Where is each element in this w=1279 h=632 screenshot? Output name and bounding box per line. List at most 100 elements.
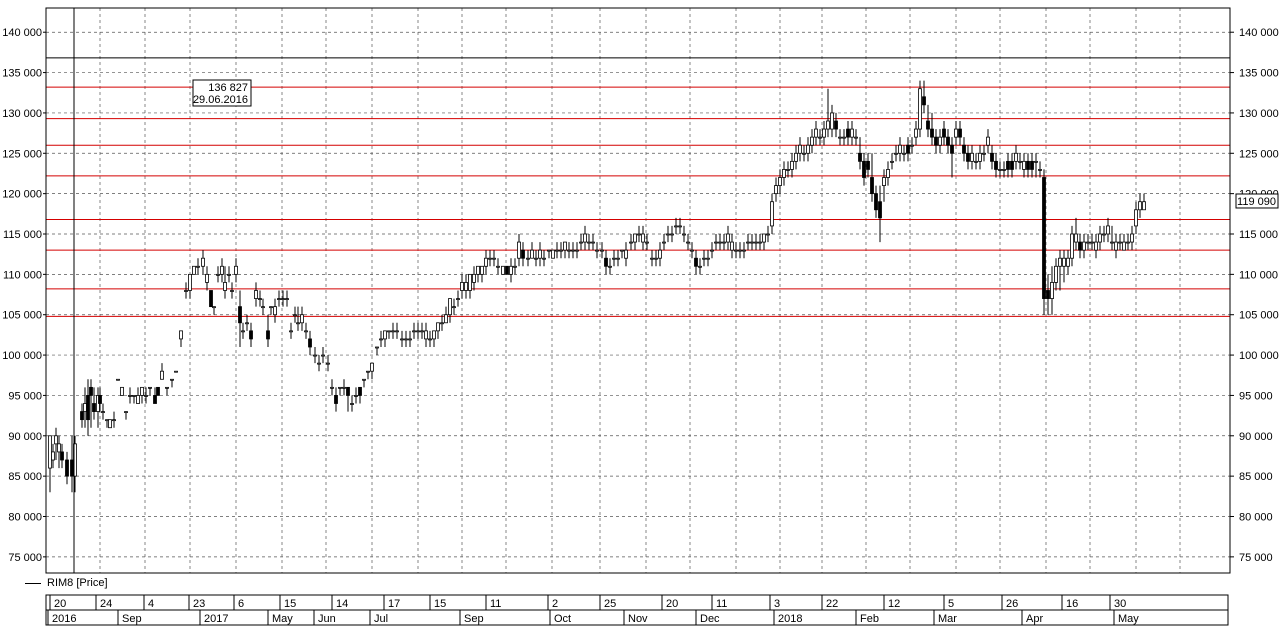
candle <box>1102 225 1106 243</box>
candle <box>132 395 136 404</box>
candle-body <box>686 241 690 244</box>
candle-body <box>726 233 730 243</box>
candle <box>492 250 496 267</box>
candle <box>205 266 209 291</box>
candle <box>116 378 120 381</box>
x-tick-label: 5 <box>948 598 954 610</box>
candle-body <box>542 257 546 260</box>
candle <box>1050 266 1054 315</box>
candle-body <box>1046 290 1050 299</box>
candle <box>1098 225 1102 251</box>
candle-body <box>922 96 926 106</box>
candle-body <box>70 459 74 477</box>
x-tick-label: 3 <box>774 598 780 610</box>
candle <box>98 387 102 412</box>
candle-body <box>383 330 387 340</box>
candle <box>742 242 746 259</box>
candle-body <box>505 265 509 275</box>
candle-body <box>978 152 982 162</box>
candle-body <box>281 298 285 300</box>
candle <box>1054 258 1058 291</box>
candle-body <box>83 403 87 412</box>
candle-body <box>802 152 806 155</box>
candle-body <box>144 395 148 397</box>
candle-body <box>108 419 112 429</box>
candle <box>982 145 986 162</box>
candle-body <box>488 257 492 260</box>
candle <box>882 169 886 202</box>
candle <box>383 330 387 347</box>
y-tick-label-right: 115 000 <box>1239 229 1278 241</box>
candle-body <box>472 273 476 283</box>
candle-body <box>484 257 488 267</box>
candle-body <box>428 338 432 341</box>
candle-body <box>575 249 579 252</box>
candle <box>690 242 694 259</box>
candle <box>1018 153 1022 170</box>
candle-body <box>362 378 366 381</box>
candle-body <box>86 395 90 421</box>
candle-body <box>1086 241 1090 244</box>
candle <box>914 121 918 146</box>
candle <box>954 121 958 146</box>
candle-body <box>444 314 448 324</box>
x-tick-label: 2 <box>552 598 558 610</box>
candle <box>1114 234 1118 259</box>
x-tick-label: 22 <box>826 598 838 610</box>
candle <box>1086 234 1090 251</box>
y-tick-label-left: 115 000 <box>3 229 42 241</box>
candle <box>624 242 628 267</box>
candle <box>448 298 452 323</box>
candle <box>362 378 366 388</box>
candle <box>505 265 509 275</box>
candle <box>998 161 1002 178</box>
candle <box>80 403 84 428</box>
candle-body <box>870 177 874 195</box>
candle <box>850 121 854 146</box>
candle-body <box>954 128 958 138</box>
candle-body <box>770 201 774 227</box>
candle-body <box>249 330 253 340</box>
candle <box>92 387 96 420</box>
candle-body <box>862 160 866 178</box>
candle <box>934 129 938 154</box>
candle-body <box>810 136 814 146</box>
candle <box>140 386 144 404</box>
candle <box>370 362 374 380</box>
candle-body <box>1082 241 1086 251</box>
candle <box>770 193 774 234</box>
legend-line-icon <box>25 582 41 584</box>
candle <box>629 234 633 251</box>
candle <box>686 234 690 251</box>
candle-body <box>986 136 990 146</box>
candle-body <box>1110 241 1114 244</box>
candle <box>269 306 273 315</box>
x-period-label: 2017 <box>204 613 228 625</box>
candle <box>526 250 530 267</box>
candle-body <box>54 435 58 445</box>
x-period-label: Sep <box>122 613 142 625</box>
candle-body <box>866 160 870 170</box>
candle-body <box>1070 233 1074 259</box>
candle-body <box>742 249 746 252</box>
candle <box>313 347 317 364</box>
candle <box>338 386 342 396</box>
candle-body <box>293 314 297 317</box>
candle-body <box>124 411 128 413</box>
candle-body <box>160 370 164 380</box>
candle-body <box>974 160 978 163</box>
candle <box>938 129 942 154</box>
candle <box>285 290 289 307</box>
candle-body <box>89 386 93 396</box>
candle <box>600 242 604 259</box>
candle <box>112 411 116 428</box>
y-tick-label-right: 90 000 <box>1239 431 1273 443</box>
candle <box>317 355 321 372</box>
candle <box>1074 217 1078 251</box>
candle-body <box>658 249 662 259</box>
candle <box>400 330 404 347</box>
candle-body <box>958 128 962 138</box>
candle-body <box>330 386 334 389</box>
candle-body <box>266 330 270 340</box>
candle <box>612 250 616 267</box>
